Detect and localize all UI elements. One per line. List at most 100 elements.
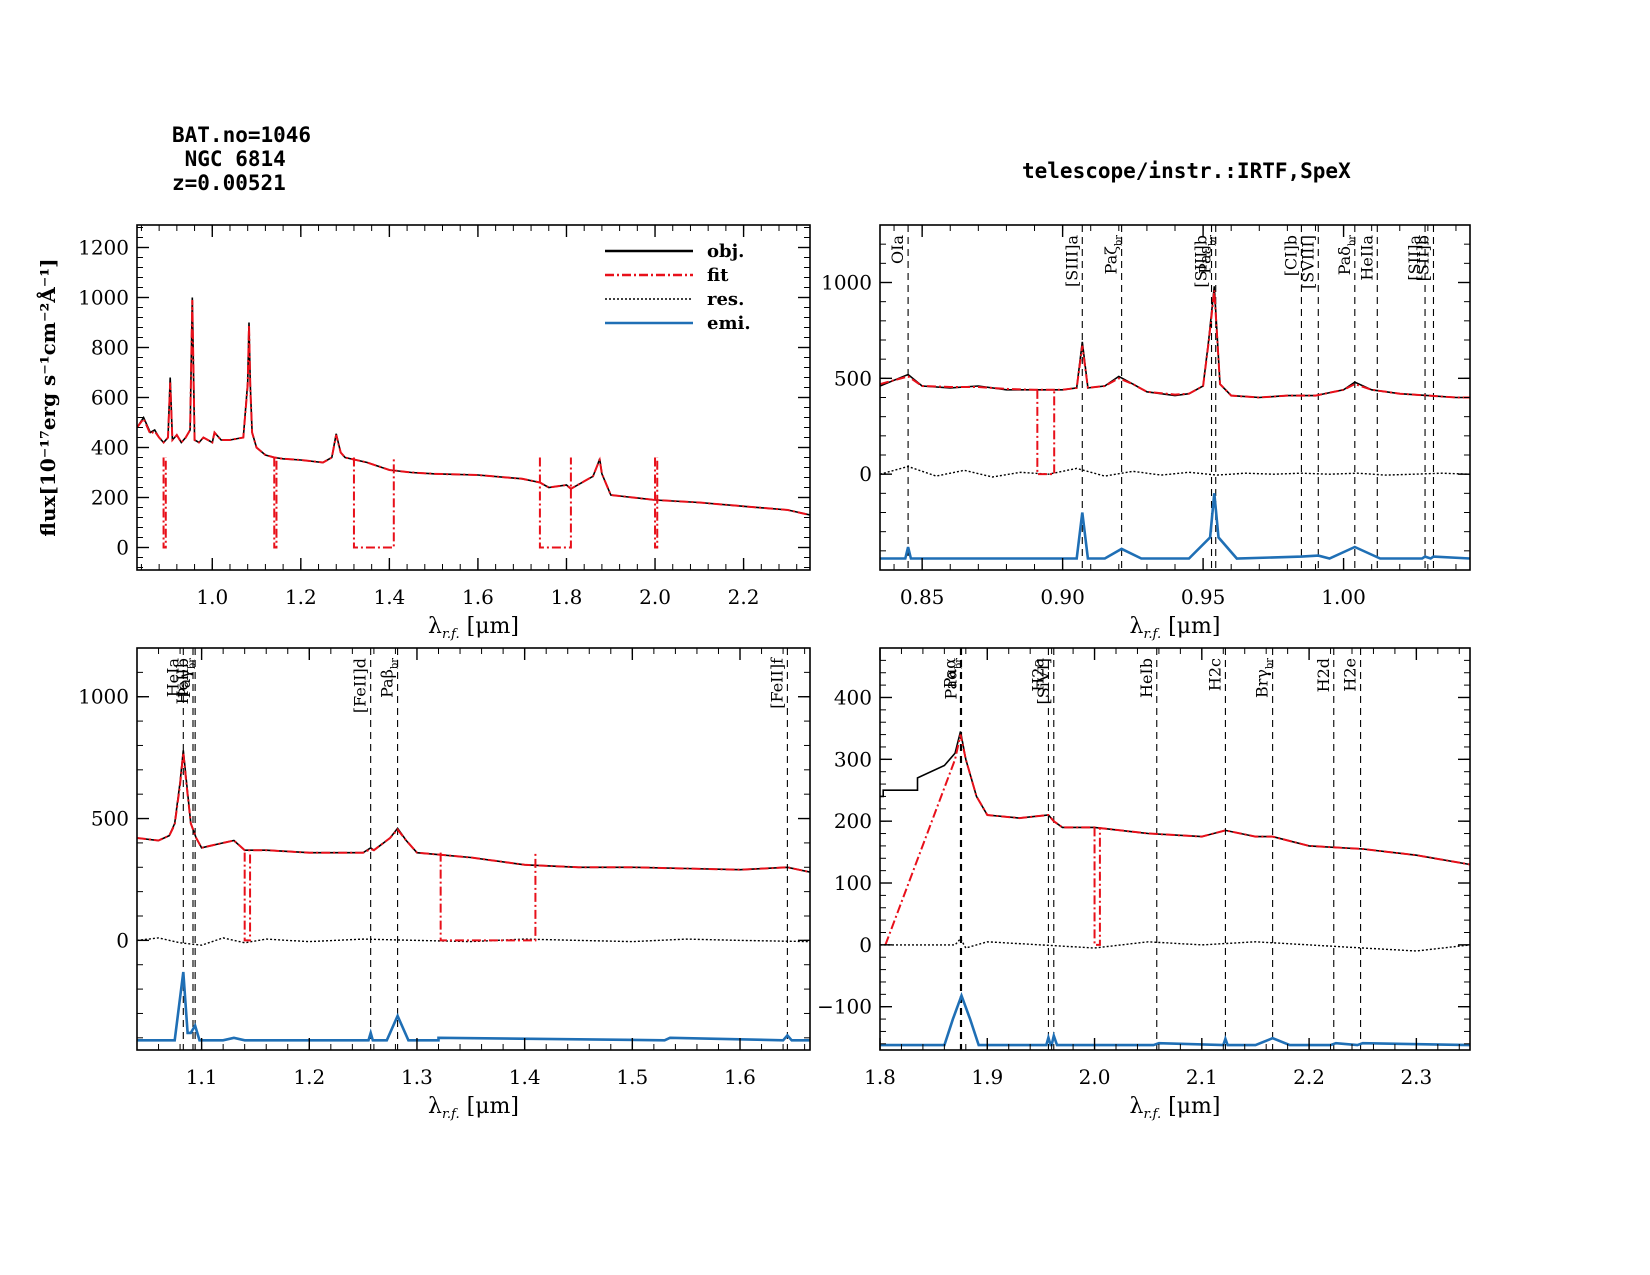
x-axis-label: λr.f. [μm]	[1130, 1094, 1221, 1122]
line-label: HeIa	[163, 658, 182, 698]
y-tick-label: −100	[817, 995, 872, 1019]
line-label: HeIIb	[173, 658, 192, 704]
x-tick-label: 1.1	[186, 1065, 218, 1089]
legend-label: res.	[707, 289, 744, 310]
line-label: HeIb	[1137, 658, 1156, 698]
line-label: [SIII]b	[1192, 235, 1211, 288]
y-tick-label: 100	[834, 871, 872, 895]
series-res	[880, 465, 1470, 478]
plot-frame	[136, 647, 811, 1051]
x-tick-label: 1.0	[196, 585, 228, 609]
x-tick-label: 2.2	[1293, 1065, 1325, 1089]
line-label: Paζbr	[1102, 235, 1125, 275]
line-label: [FeII]f	[767, 657, 786, 709]
line-label: [SIII]a	[1062, 235, 1081, 287]
fit-gap	[439, 852, 537, 942]
figure-header: BAT.no=1046 NGC 6814 z=0.00521 telescope…	[0, 0, 1650, 230]
x-tick-label: 1.3	[401, 1065, 433, 1089]
x-tick-label: 2.0	[639, 585, 671, 609]
fit-gap	[273, 457, 278, 549]
x-tick-label: 2.0	[1079, 1065, 1111, 1089]
fit-gap	[654, 457, 659, 549]
legend: obj. fit res. emi.	[605, 241, 751, 334]
line-label: Paδbr	[1335, 235, 1358, 276]
y-tick-label: 300	[834, 747, 872, 771]
x-tick-label: 1.2	[293, 1065, 325, 1089]
line-label: Paβbr	[378, 658, 401, 698]
fit-gap	[538, 457, 572, 549]
fit-gap	[162, 457, 167, 549]
series-group	[137, 297, 810, 549]
line-label: [SVIII]	[1298, 235, 1317, 289]
series-obj	[880, 286, 1470, 399]
fit-gap	[352, 457, 395, 549]
line-label: HeIIa	[1357, 235, 1376, 281]
y-tick-label: 1000	[821, 271, 872, 295]
y-tick-label: 500	[834, 366, 872, 390]
series-obj	[137, 750, 810, 873]
line-label: H2d	[1314, 658, 1333, 692]
y-tick-label: 1000	[78, 286, 129, 310]
y-axis-label: flux[10⁻¹⁷erg s⁻¹cm⁻²Å⁻¹]	[36, 258, 60, 536]
line-label: [CI]b	[1281, 235, 1300, 276]
x-tick-label: 1.6	[462, 585, 494, 609]
series-res	[880, 937, 1470, 952]
instrument-label: telescope/instr.:IRTF,SpeX	[1022, 159, 1351, 183]
series-obj	[880, 731, 1470, 866]
y-tick-label: 200	[91, 486, 129, 510]
line-label: Paγbr	[175, 658, 198, 698]
y-tick-label: 0	[859, 462, 872, 486]
y-tick-label: 1200	[78, 236, 129, 260]
line-label: [SII]a	[1405, 235, 1424, 281]
line-label: Paεbr	[1196, 235, 1219, 274]
series-emi	[880, 493, 1470, 560]
series-fit	[137, 299, 810, 516]
series-res	[137, 937, 810, 946]
line-label: [FeII]d	[351, 658, 370, 713]
y-tick-label: 600	[91, 386, 129, 410]
x-tick-label: 2.1	[1186, 1065, 1218, 1089]
line-label: OIa	[888, 235, 907, 264]
x-axis-label: λr.f. [μm]	[1130, 614, 1221, 642]
series-fit	[137, 752, 810, 874]
plot-frame	[879, 224, 1471, 571]
line-label: [SiVI]	[1034, 658, 1053, 704]
y-tick-label: 1000	[78, 685, 129, 709]
line-label: H2a	[1028, 658, 1047, 692]
plot-frame	[879, 647, 1471, 1051]
x-tick-label: 1.00	[1321, 585, 1366, 609]
series-fit	[884, 734, 1470, 946]
x-tick-label: 1.8	[551, 585, 583, 609]
fit-gap	[243, 852, 252, 942]
x-axis-label: λr.f. [μm]	[428, 614, 519, 642]
line-label: [SII]b	[1413, 235, 1432, 281]
x-tick-label: 1.8	[864, 1065, 896, 1089]
line-label: Brγbr	[1253, 658, 1276, 698]
y-tick-label: 400	[91, 436, 129, 460]
redshift: z=0.00521	[172, 171, 286, 195]
y-tick-label: 0	[116, 928, 129, 952]
line-label: H2c	[1205, 658, 1224, 691]
x-tick-label: 1.6	[724, 1065, 756, 1089]
line-label: H2e	[1341, 658, 1360, 692]
bat-number: BAT.no=1046	[172, 123, 312, 147]
x-tick-label: 0.95	[1181, 585, 1226, 609]
x-tick-label: 1.9	[971, 1065, 1003, 1089]
x-tick-label: 1.5	[616, 1065, 648, 1089]
series-emi	[137, 971, 810, 1042]
x-tick-label: 1.4	[373, 585, 405, 609]
x-tick-label: 0.85	[900, 585, 945, 609]
panel-full: 1.0 1.2 1.4 1.6 1.8 2.0 2.2 0 200 400 600 800 1000 12…	[36, 224, 811, 642]
x-axis-label: λr.f. [μm]	[428, 1094, 519, 1122]
x-tick-label: 2.2	[728, 585, 760, 609]
y-tick-label: 800	[91, 336, 129, 360]
galaxy-name: NGC 6814	[172, 147, 286, 171]
y-tick-label: 400	[834, 685, 872, 709]
legend-label: fit	[707, 265, 729, 286]
series-emi	[880, 991, 1470, 1047]
x-tick-label: 1.4	[509, 1065, 541, 1089]
y-tick-label: 500	[91, 807, 129, 831]
